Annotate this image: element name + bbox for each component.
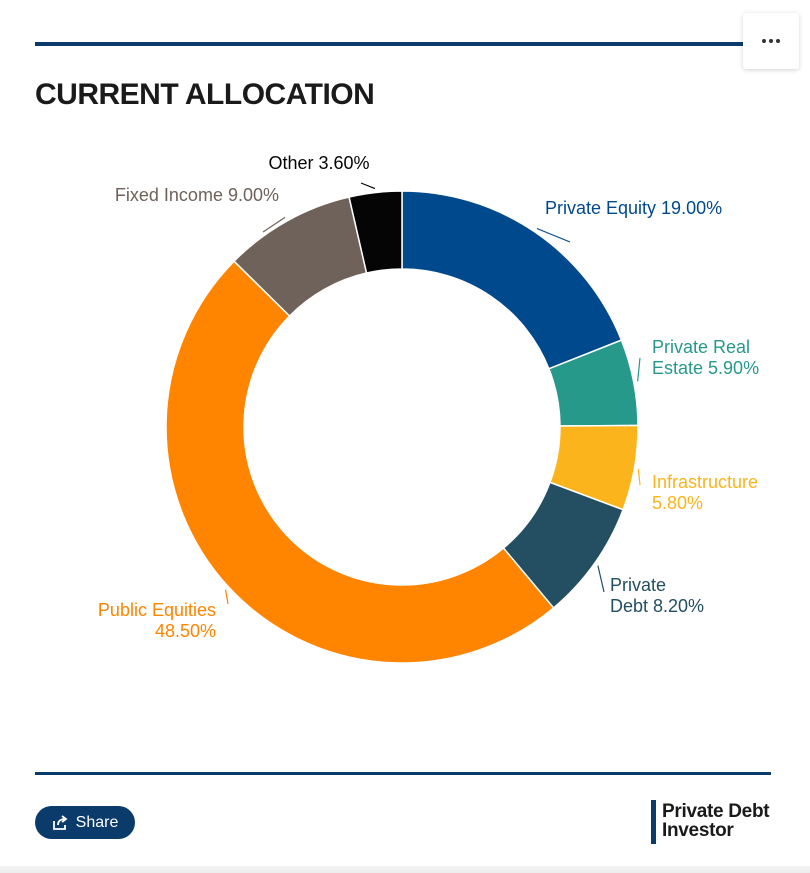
data-label-fixed-income: Fixed Income 9.00% xyxy=(115,185,279,205)
leader-line-private-real-estate xyxy=(637,357,641,382)
leader-line-public-equities xyxy=(224,589,229,605)
data-label-private-real-estate: Private Real Estate 5.90% xyxy=(652,337,759,378)
share-label: Share xyxy=(75,813,119,831)
leader-line-private-debt xyxy=(597,565,605,593)
logo-text: Private Debt Investor xyxy=(662,802,792,840)
share-icon xyxy=(52,814,68,830)
more-options-button[interactable] xyxy=(743,13,799,69)
share-button[interactable]: Share xyxy=(35,806,135,839)
more-horizontal-icon xyxy=(762,39,780,43)
logo-line-2: Investor xyxy=(662,820,734,841)
donut-chart: Private Equity 19.00% Private Real Estate … xyxy=(98,153,759,664)
data-label-infrastructure: Infrastructure 5.80% xyxy=(652,472,758,513)
leader-line-infrastructure xyxy=(637,468,641,486)
data-label-private-debt: Private Debt 8.20% xyxy=(610,575,704,616)
leader-line-fixed-income xyxy=(262,216,286,233)
leader-line-other xyxy=(360,182,376,190)
top-divider xyxy=(35,42,771,46)
page-edge xyxy=(0,866,810,873)
data-label-private-equity: Private Equity 19.00% xyxy=(545,198,722,218)
logo-line-1: Private Debt xyxy=(662,801,770,822)
logo-bar xyxy=(651,800,656,844)
slice-other[interactable] xyxy=(348,190,403,274)
data-label-other: Other 3.60% xyxy=(268,153,369,173)
slice-public-equities[interactable] xyxy=(165,260,555,664)
chart-title: CURRENT ALLOCATION xyxy=(35,78,375,111)
bottom-divider xyxy=(35,772,771,775)
data-label-public-equities: Public Equities 48.50% xyxy=(98,600,216,641)
leader-line-private-equity xyxy=(536,227,571,243)
